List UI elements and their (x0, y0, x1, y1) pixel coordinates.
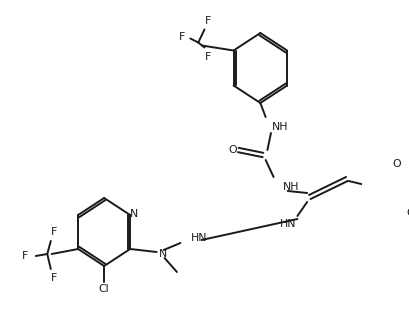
Text: HN: HN (191, 233, 207, 243)
Text: F: F (204, 52, 211, 62)
Text: NH: NH (271, 122, 288, 132)
Text: F: F (179, 33, 185, 43)
Text: HN: HN (280, 219, 296, 229)
Text: F: F (51, 227, 57, 237)
Text: O: O (406, 208, 409, 218)
Text: F: F (51, 273, 57, 283)
Text: N: N (158, 249, 166, 259)
Text: O: O (228, 145, 237, 155)
Text: F: F (22, 251, 28, 261)
Text: NH: NH (283, 182, 299, 192)
Text: Cl: Cl (99, 284, 109, 294)
Text: O: O (392, 159, 400, 169)
Text: F: F (204, 17, 211, 27)
Text: N: N (129, 209, 137, 219)
